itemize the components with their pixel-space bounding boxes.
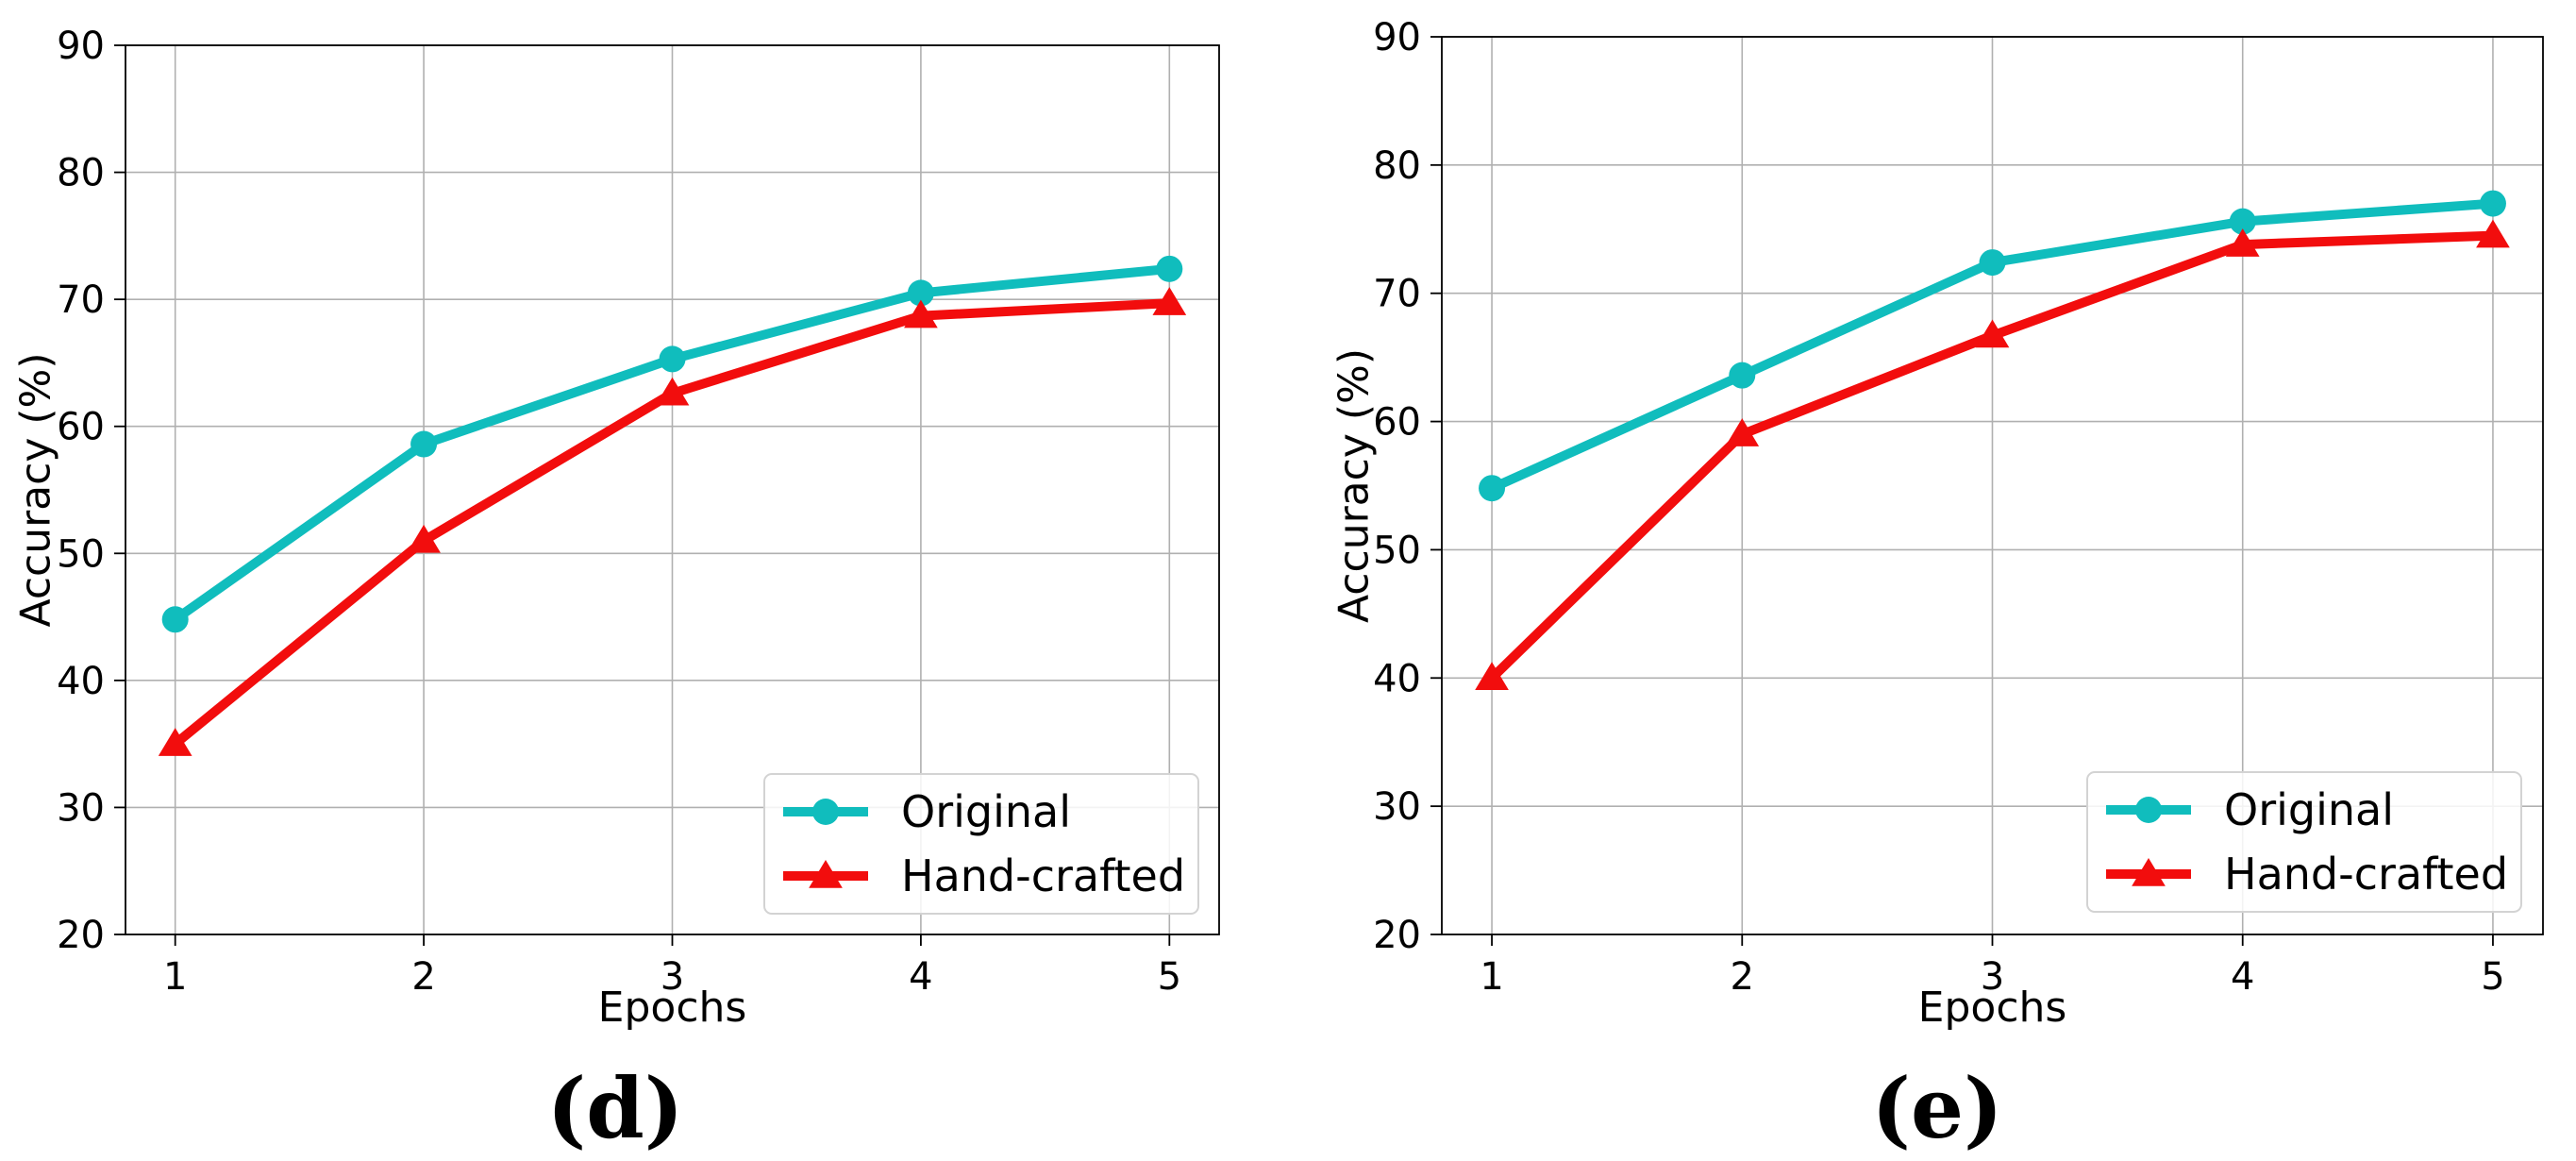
legend-label: Original — [901, 786, 1071, 837]
y-tick-label: 50 — [57, 532, 105, 576]
data-point-circle — [1729, 362, 1756, 389]
y-tick-label: 30 — [57, 786, 105, 830]
data-point-triangle — [1725, 418, 1760, 446]
data-point-triangle — [2476, 219, 2510, 248]
data-point-triangle — [655, 377, 690, 406]
data-point-triangle — [1152, 287, 1187, 315]
data-point-circle — [1156, 255, 1183, 282]
legend-label: Original — [2224, 784, 2394, 835]
data-point-circle — [1479, 475, 1506, 502]
data-point-triangle — [904, 299, 938, 328]
x-tick-label: 3 — [661, 955, 684, 999]
data-point-triangle — [1475, 662, 1509, 691]
legend-swatch-marker — [2135, 797, 2162, 823]
y-tick-label: 90 — [57, 25, 105, 68]
legend: Original Hand-crafted — [763, 773, 1199, 915]
legend-label: Hand-crafted — [2224, 849, 2508, 900]
x-tick-label: 5 — [2481, 955, 2504, 999]
series-original — [1479, 190, 2506, 502]
y-tick-label: 20 — [1373, 914, 1421, 957]
legend-label: Hand-crafted — [901, 850, 1185, 901]
y-tick-label: 20 — [57, 914, 105, 957]
series-hand-crafted — [158, 287, 1187, 756]
x-axis-title: Epochs — [598, 984, 747, 1032]
data-point-circle — [907, 279, 934, 307]
series-hand-crafted — [1475, 219, 2510, 691]
y-tick-label: 70 — [57, 278, 105, 322]
x-tick-label: 3 — [1981, 955, 2004, 999]
y-tick-label: 90 — [1373, 16, 1421, 59]
x-tick-label: 4 — [909, 955, 932, 999]
x-tick-label: 2 — [411, 955, 435, 999]
data-point-circle — [161, 606, 189, 633]
y-tick-label: 40 — [57, 660, 105, 703]
y-tick-label: 80 — [1373, 144, 1421, 188]
data-point-triangle — [2225, 228, 2260, 257]
y-tick-label: 70 — [1373, 273, 1421, 316]
data-point-circle — [410, 430, 438, 458]
legend-swatch-marker — [809, 860, 843, 888]
panel-caption: (d) — [547, 1059, 684, 1157]
legend-swatch-marker — [2132, 858, 2166, 886]
panel-caption: (e) — [1871, 1059, 2002, 1157]
legend-box — [763, 773, 1199, 915]
data-point-circle — [659, 345, 686, 373]
x-axis-title: Epochs — [1918, 984, 2067, 1032]
data-point-circle — [2479, 190, 2506, 217]
y-axis-title: Accuracy (%) — [1330, 348, 1379, 623]
x-tick-label: 1 — [163, 955, 187, 999]
chart-panel-e: 20 30 40 50 60 70 80 90 1 2 3 4 5 Epochs Accuracy (%) O… — [1330, 16, 2544, 1157]
data-point-triangle — [407, 524, 441, 553]
y-tick-label: 60 — [57, 406, 105, 449]
legend-box — [2086, 771, 2522, 913]
y-tick-label: 50 — [1373, 529, 1421, 572]
data-point-circle — [2229, 208, 2256, 235]
x-tick-label: 2 — [1731, 955, 1754, 999]
legend: Original Hand-crafted — [2086, 771, 2522, 913]
series-original — [161, 255, 1183, 633]
data-point-circle — [1979, 249, 2006, 277]
y-axis-title: Accuracy (%) — [12, 352, 60, 627]
data-point-triangle — [1975, 319, 2010, 348]
x-tick-label: 1 — [1480, 955, 1503, 999]
y-tick-label: 40 — [1373, 657, 1421, 700]
y-tick-label: 80 — [57, 152, 105, 195]
x-tick-label: 4 — [2231, 955, 2254, 999]
y-tick-label: 30 — [1373, 785, 1421, 829]
data-point-triangle — [158, 728, 192, 756]
legend-swatch-marker — [812, 799, 839, 825]
x-tick-label: 5 — [1158, 955, 1181, 999]
y-tick-label: 60 — [1373, 401, 1421, 445]
chart-panel-d: 20 30 40 50 60 70 80 90 1 2 3 4 5 Epochs Accuracy (%) O… — [12, 25, 1220, 1157]
